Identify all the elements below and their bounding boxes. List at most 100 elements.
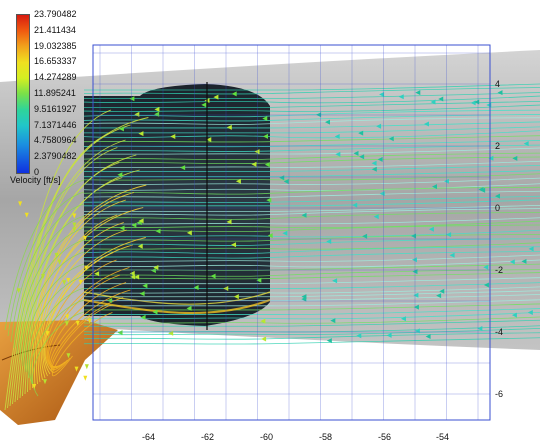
flow-arrow xyxy=(262,133,268,139)
flow-arrow xyxy=(78,279,83,285)
flow-arrow xyxy=(521,258,527,264)
inlet-edge xyxy=(1,344,61,361)
flow-arrow xyxy=(87,318,92,324)
flow-arrow xyxy=(428,226,434,232)
y-tick-label: -6 xyxy=(495,389,504,399)
x-tick-label: -62 xyxy=(201,432,215,442)
flow-arrow xyxy=(413,292,419,298)
inlet-streamline xyxy=(22,251,85,367)
flow-arrow xyxy=(130,274,136,280)
flow-arrow xyxy=(107,297,113,303)
flow-arrow xyxy=(377,156,383,162)
flow-arrow xyxy=(210,273,216,279)
flow-arrow xyxy=(226,219,232,225)
streamline xyxy=(83,177,540,186)
legend-value: 19.032385 xyxy=(34,40,77,51)
flow-arrow xyxy=(139,291,145,297)
flow-arrow xyxy=(301,296,307,302)
streamline xyxy=(83,183,540,191)
flow-arrow xyxy=(138,218,144,224)
flow-arrow xyxy=(94,271,100,277)
streamline xyxy=(83,332,540,340)
flow-arrow xyxy=(388,136,394,142)
flow-arrow xyxy=(494,193,500,199)
flow-arrow xyxy=(261,336,267,342)
streamline xyxy=(83,121,540,129)
flow-arrow xyxy=(423,121,429,127)
legend-value: 9.5161927 xyxy=(34,103,77,114)
flow-arrow xyxy=(117,330,123,336)
streamline xyxy=(83,135,540,143)
inlet-streamline xyxy=(19,154,137,399)
streamline xyxy=(83,291,271,305)
flow-arrow xyxy=(398,94,404,100)
legend-value: 2.3790482 xyxy=(34,151,77,162)
inlet-streamline xyxy=(31,192,135,389)
streamline xyxy=(83,217,540,225)
streamline xyxy=(83,272,540,280)
flow-arrow xyxy=(438,96,444,102)
streamline xyxy=(83,242,540,250)
streamline xyxy=(83,100,540,108)
flow-arrow xyxy=(376,123,382,129)
streamline xyxy=(83,147,540,155)
flow-arrow xyxy=(57,259,62,265)
flow-arrow xyxy=(213,94,219,100)
flow-arrow xyxy=(24,212,29,218)
flow-arrow xyxy=(233,294,239,300)
streamline xyxy=(83,308,540,316)
flow-arrow xyxy=(449,252,455,258)
flow-arrow xyxy=(64,321,69,327)
flow-arrow xyxy=(413,304,419,310)
flow-arrow xyxy=(180,165,186,171)
flow-arrow xyxy=(431,184,437,190)
flow-arrow xyxy=(446,232,452,238)
flow-arrow xyxy=(18,201,23,207)
flow-arrow xyxy=(137,243,143,249)
flow-arrow xyxy=(231,91,237,97)
inlet-streamline xyxy=(19,239,85,361)
flow-arrow xyxy=(155,228,161,234)
flow-arrow xyxy=(152,309,158,315)
streamline xyxy=(83,208,540,216)
x-tick-label: -58 xyxy=(319,432,333,442)
flow-arrow xyxy=(483,282,489,288)
streamline xyxy=(83,328,540,336)
flow-arrow xyxy=(488,155,494,161)
flow-arrow xyxy=(478,186,484,192)
flow-arrow xyxy=(262,116,268,122)
flow-arrow xyxy=(154,106,160,112)
streamline xyxy=(83,156,540,165)
streamline xyxy=(83,160,540,168)
flow-arrow xyxy=(140,314,146,320)
flow-arrow xyxy=(72,227,77,233)
flow-arrow xyxy=(32,384,37,390)
flow-arrow xyxy=(371,166,377,172)
flow-arrow xyxy=(379,91,385,97)
flow-arrow xyxy=(75,320,80,326)
streamline xyxy=(83,164,540,172)
streamlines xyxy=(4,83,540,411)
streamline xyxy=(83,95,540,104)
flow-arrow xyxy=(84,265,89,271)
y-tick-label: 2 xyxy=(495,141,501,151)
legend-value: 21.411434 xyxy=(34,24,76,35)
legend-title: Velocity [ft/s] xyxy=(10,175,61,185)
flow-arrow xyxy=(138,131,144,137)
flow-arrow xyxy=(332,278,338,284)
streamline xyxy=(83,299,271,315)
streamline xyxy=(83,199,540,207)
flow-arrow xyxy=(353,150,359,156)
axis-grid xyxy=(92,44,491,421)
flow-arrow xyxy=(254,149,260,155)
flow-arrow xyxy=(62,280,67,286)
streamline xyxy=(83,319,540,327)
flow-arrow xyxy=(251,161,257,167)
flow-arrow xyxy=(223,286,229,292)
flow-arrow xyxy=(439,288,445,294)
streamline xyxy=(83,299,540,307)
flow-arrow xyxy=(72,213,77,219)
streamline xyxy=(83,104,540,112)
